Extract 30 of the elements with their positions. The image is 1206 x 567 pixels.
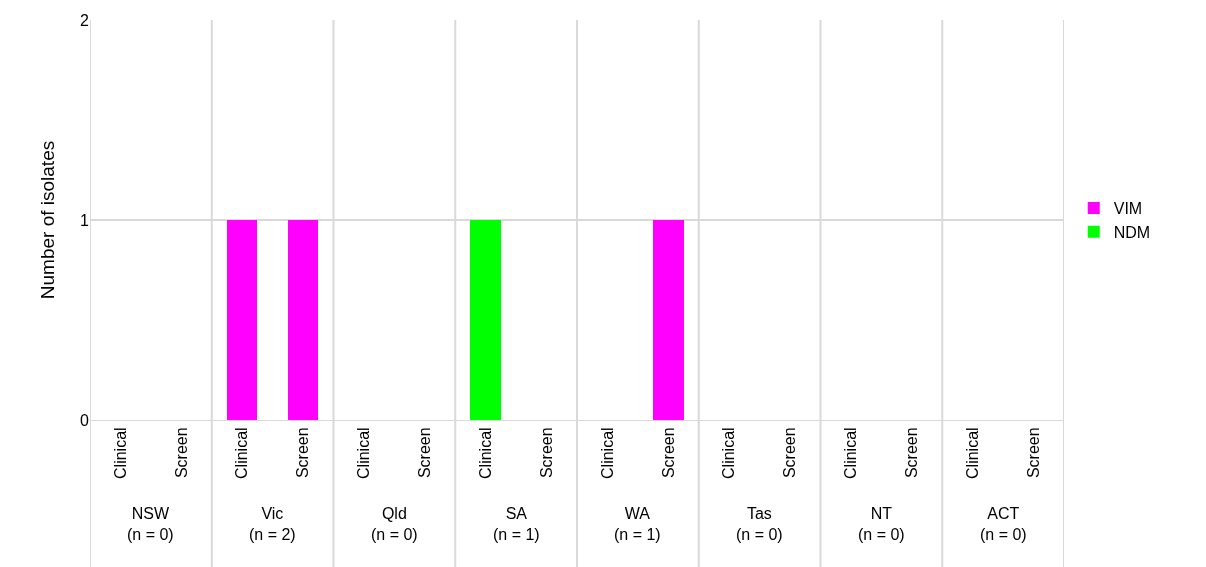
y-tick-label: 2 [80,11,90,29]
x-tick-label: Screen [294,427,312,479]
text: ACT (n = 0) [980,505,1027,543]
text: NT (n = 0) [858,505,905,543]
x-tick-label: Clinical [598,427,616,479]
x-tick-label: Screen [659,427,677,479]
x-tick-label: Screen [781,427,799,479]
x-tick-label: Clinical [963,427,981,479]
text: NSW (n = 0) [127,505,174,543]
text: WA (n = 1) [614,505,661,543]
legend-label: VIM [1113,200,1143,218]
x-tick-label: Clinical [233,427,251,479]
y-tick-label: 0 [80,411,90,429]
text: Qld (n = 0) [371,505,418,543]
y-tick-label: 1 [80,211,90,229]
x-tick-label: Clinical [111,427,129,479]
x-tick-label: Clinical [842,427,860,479]
x-tick-label: Screen [537,427,555,479]
x-tick-label: Clinical [355,427,373,479]
x-tick-label: Screen [416,427,434,479]
x-tick-label: Clinical [720,427,738,479]
text: SA (n = 1) [493,505,540,543]
text: Tas (n = 0) [736,505,783,543]
x-tick-label: Clinical [476,427,494,479]
legend-label: NDM [1113,223,1151,241]
x-tick-label: Screen [1024,427,1042,479]
x-tick-label: Screen [903,427,921,479]
y-axis-title: Number of isolates [36,140,58,300]
text: Vic (n = 2) [249,505,296,543]
x-tick-label: Screen [172,427,190,479]
